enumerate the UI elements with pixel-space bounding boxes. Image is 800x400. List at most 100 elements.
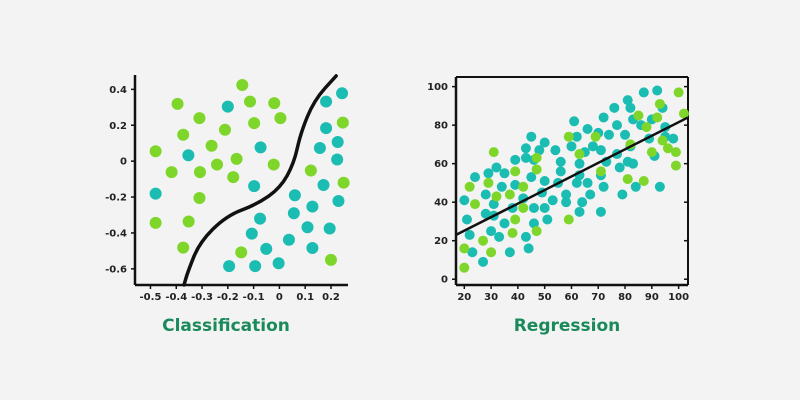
- teal-data-point: [574, 158, 585, 169]
- classification-caption: Classification: [162, 316, 290, 336]
- teal-data-point: [526, 172, 537, 183]
- teal-data-point: [254, 141, 267, 154]
- green-data-point: [638, 176, 649, 186]
- x-tick-label: 50: [538, 292, 552, 303]
- green-data-point: [488, 147, 499, 158]
- green-data-point: [304, 164, 317, 177]
- teal-data-point: [336, 87, 349, 100]
- teal-data-point: [470, 172, 481, 183]
- teal-data-point: [603, 129, 614, 140]
- teal-data-point: [480, 189, 491, 200]
- teal-data-point: [617, 189, 628, 200]
- teal-data-point: [504, 247, 515, 258]
- teal-data-point: [638, 87, 649, 98]
- green-data-point: [182, 215, 195, 228]
- teal-data-point: [622, 95, 633, 106]
- green-data-point: [171, 97, 184, 110]
- green-data-point: [464, 181, 475, 192]
- teal-data-point: [467, 247, 478, 258]
- teal-data-point: [478, 256, 489, 267]
- teal-data-point: [566, 141, 577, 152]
- teal-data-point: [317, 179, 330, 192]
- green-data-point: [337, 176, 350, 189]
- teal-data-point: [496, 181, 507, 192]
- green-data-point: [563, 214, 574, 225]
- y-tick-label: 0: [441, 275, 448, 286]
- green-data-point: [670, 160, 681, 171]
- green-data-point: [336, 116, 349, 129]
- green-data-point: [478, 235, 489, 246]
- teal-data-point: [668, 133, 679, 144]
- green-data-point: [211, 158, 224, 171]
- x-tick-label: 90: [645, 292, 659, 303]
- teal-data-point: [331, 135, 344, 148]
- teal-data-point: [287, 207, 300, 220]
- teal-data-point: [323, 222, 336, 235]
- teal-data-point: [520, 152, 531, 163]
- y-tick-label: 60: [434, 159, 448, 170]
- teal-data-point: [547, 195, 558, 206]
- teal-data-point: [320, 122, 333, 135]
- x-tick-label: 0.1: [296, 292, 314, 303]
- teal-data-point: [620, 129, 631, 140]
- teal-data-point: [260, 242, 273, 255]
- green-data-point: [268, 97, 281, 110]
- green-data-point: [227, 171, 240, 184]
- teal-data-point: [313, 142, 326, 155]
- teal-data-point: [245, 227, 258, 240]
- teal-data-point: [582, 124, 593, 134]
- green-data-point: [510, 166, 521, 177]
- teal-data-point: [528, 202, 539, 213]
- teal-data-point: [598, 181, 609, 192]
- green-data-point: [205, 139, 218, 152]
- x-tick-label: -0.2: [217, 292, 239, 303]
- green-data-point: [531, 226, 542, 237]
- teal-data-point: [248, 180, 261, 193]
- teal-data-point: [555, 166, 566, 177]
- y-tick-label: 0.2: [109, 121, 127, 132]
- teal-data-point: [523, 243, 534, 254]
- teal-data-point: [526, 131, 537, 142]
- teal-data-point: [561, 197, 572, 208]
- teal-data-point: [539, 176, 550, 186]
- teal-data-point: [249, 260, 262, 273]
- regression-line: [455, 116, 689, 237]
- green-data-point: [670, 147, 681, 158]
- green-data-point: [590, 131, 601, 142]
- teal-data-point: [561, 189, 572, 200]
- green-data-point: [633, 110, 644, 121]
- y-tick-label: 100: [427, 82, 448, 93]
- teal-data-point: [288, 189, 301, 202]
- teal-data-point: [555, 156, 566, 167]
- teal-data-point: [528, 218, 539, 229]
- green-data-point: [654, 98, 665, 109]
- green-data-point: [274, 112, 287, 125]
- green-data-point: [662, 143, 673, 154]
- teal-data-point: [494, 231, 505, 242]
- teal-data-point: [272, 257, 285, 270]
- green-data-point: [563, 131, 574, 142]
- green-data-point: [673, 87, 684, 98]
- green-data-point: [459, 243, 470, 254]
- green-data-point: [236, 79, 249, 92]
- teal-data-point: [539, 202, 550, 213]
- green-data-point: [486, 247, 497, 258]
- green-data-point: [470, 199, 481, 210]
- x-tick-label: 0: [276, 292, 283, 303]
- green-data-point: [574, 149, 585, 160]
- green-data-point: [641, 122, 652, 133]
- teal-data-point: [598, 112, 609, 123]
- teal-data-point: [332, 195, 345, 207]
- teal-data-point: [577, 197, 588, 208]
- teal-data-point: [480, 208, 491, 219]
- green-data-point: [235, 246, 248, 259]
- x-tick-label: -0.3: [191, 292, 213, 303]
- green-data-point: [657, 135, 668, 146]
- teal-data-point: [488, 199, 499, 210]
- x-tick-label: 40: [511, 292, 525, 303]
- teal-data-point: [574, 206, 585, 217]
- y-tick-label: 0: [120, 157, 127, 168]
- teal-data-point: [654, 181, 665, 192]
- green-data-point: [483, 177, 494, 188]
